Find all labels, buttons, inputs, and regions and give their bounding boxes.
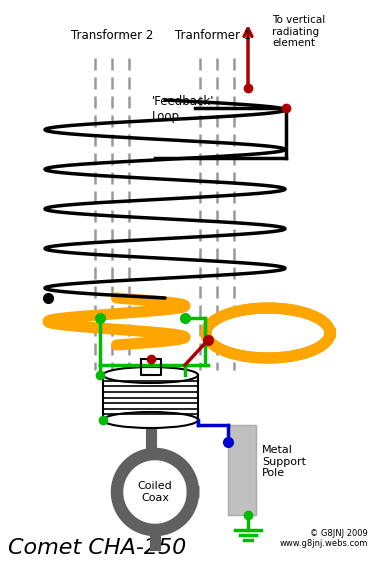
Text: To vertical
radiating
element: To vertical radiating element — [272, 15, 325, 48]
Bar — [228, 425, 256, 515]
Ellipse shape — [103, 412, 198, 428]
Text: Tranformer 1: Tranformer 1 — [175, 29, 251, 42]
Text: Comet CHA-250: Comet CHA-250 — [8, 538, 186, 558]
Ellipse shape — [206, 308, 330, 358]
Circle shape — [117, 454, 193, 530]
Text: Coiled
Coax: Coiled Coax — [138, 481, 172, 503]
Text: 'Feedback'
Loop: 'Feedback' Loop — [152, 95, 214, 123]
Text: Transformer 2: Transformer 2 — [71, 29, 153, 42]
Ellipse shape — [103, 367, 198, 383]
Text: © G8JNJ 2009
www.g8jnj.webs.com: © G8JNJ 2009 www.g8jnj.webs.com — [280, 529, 368, 548]
Text: Metal
Support
Pole: Metal Support Pole — [262, 445, 306, 478]
